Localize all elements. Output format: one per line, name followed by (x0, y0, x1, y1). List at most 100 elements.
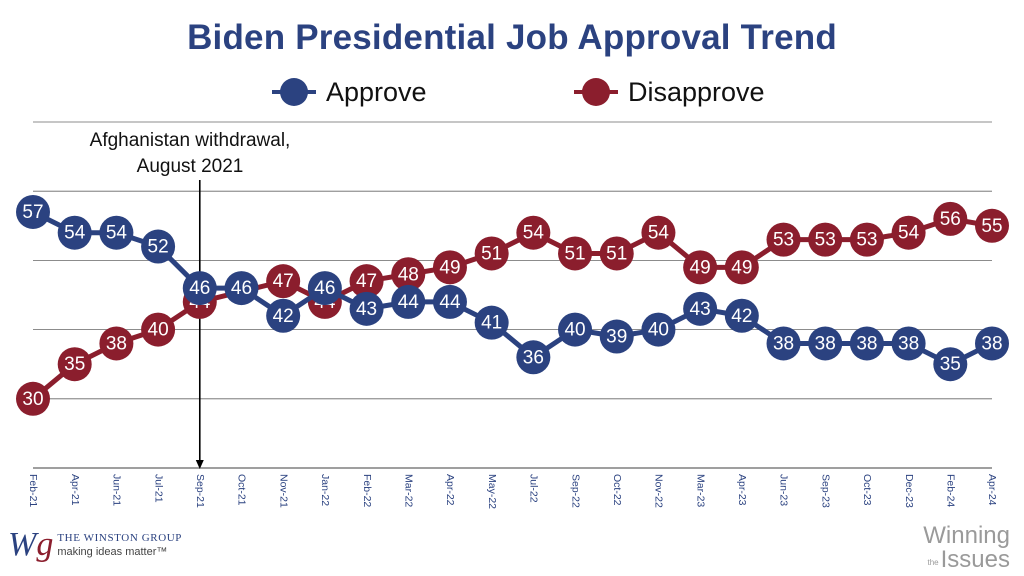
approve-data-label: 43 (690, 299, 711, 320)
x-tick-label: Apr-23 (736, 474, 748, 506)
logo-winning: Winning (923, 522, 1010, 549)
x-tick-label: Jul-22 (528, 474, 540, 503)
annotation-line-2: August 2021 (136, 156, 244, 177)
approve-data-label: 38 (773, 333, 794, 354)
disapprove-point (933, 201, 968, 236)
approve-data-label: 36 (523, 347, 544, 368)
approve-data-label: 38 (815, 333, 836, 354)
disapprove-data-label: 35 (64, 354, 85, 375)
approve-point (474, 305, 509, 340)
approve-data-label: 42 (273, 306, 294, 327)
x-tick-label: May-22 (486, 474, 498, 509)
approve-data-label: 38 (981, 333, 1002, 354)
disapprove-data-label: 53 (773, 230, 794, 251)
disapprove-data-label: 49 (690, 257, 711, 278)
approve-point (16, 194, 50, 229)
disapprove-data-label: 49 (731, 257, 752, 278)
x-tick-label: Jun-23 (778, 474, 790, 506)
approve-data-label: 54 (106, 223, 128, 244)
x-tick-label: Feb-22 (361, 474, 373, 507)
approve-point (224, 271, 259, 306)
disapprove-point (432, 250, 467, 285)
disapprove-point (891, 215, 926, 250)
approve-data-label: 46 (231, 278, 252, 299)
disapprove-point (57, 347, 92, 382)
approve-point (516, 340, 551, 375)
approve-data-label: 46 (189, 278, 210, 299)
legend-disapprove-label: Disapprove (628, 76, 765, 107)
disapprove-data-label: 51 (606, 243, 627, 264)
disapprove-point (683, 250, 718, 285)
disapprove-point (975, 208, 1009, 243)
disapprove-data-label: 48 (398, 264, 419, 285)
afghanistan-annotation: Afghanistan withdrawal, August 2021 (50, 128, 330, 180)
chart-title: Biden Presidential Job Approval Trend (187, 18, 837, 57)
x-tick-label: Apr-22 (444, 474, 456, 506)
approve-data-label: 43 (356, 299, 377, 320)
disapprove-data-label: 30 (22, 389, 43, 410)
disapprove-point (641, 215, 676, 250)
approve-point (599, 319, 634, 354)
x-tick-label: Apr-24 (986, 474, 998, 506)
approve-data-label: 46 (314, 278, 335, 299)
approve-point (349, 291, 384, 326)
approve-data-label: 40 (564, 320, 585, 341)
approve-data-label: 35 (940, 354, 961, 375)
approve-point (683, 291, 718, 326)
approve-point (99, 215, 134, 250)
x-tick-label: Mar-23 (694, 474, 706, 507)
disapprove-data-label: 47 (273, 271, 294, 292)
disapprove-point (599, 236, 634, 271)
winston-group-tagline: making ideas matter™ (57, 546, 168, 558)
legend-approve: Approve (272, 75, 427, 109)
winning-the-issues-logo: Winning theIssues (923, 524, 1010, 572)
disapprove-point (99, 326, 134, 361)
annotation-arrowhead (195, 460, 204, 469)
disapprove-point (141, 312, 176, 347)
approve-point (307, 271, 342, 306)
disapprove-point (349, 264, 384, 299)
approve-point (891, 326, 926, 361)
approve-data-label: 40 (648, 320, 669, 341)
disapprove-data-label: 38 (106, 333, 127, 354)
approve-point (558, 312, 593, 347)
approve-point (391, 284, 426, 319)
x-tick-label: Sep-22 (569, 474, 581, 508)
x-tick-label: Oct-23 (861, 474, 873, 506)
approve-data-label: 38 (898, 333, 919, 354)
disapprove-point (849, 222, 884, 257)
disapprove-point (558, 236, 593, 271)
x-tick-label: Jun-21 (111, 474, 123, 506)
disapprove-point (474, 236, 509, 271)
approve-point (57, 215, 92, 250)
disapprove-point (766, 222, 801, 257)
legend-disapprove-marker (574, 77, 618, 107)
legend-approve-marker (272, 77, 316, 107)
winston-group-mark: Wg (8, 526, 54, 563)
disapprove-data-label: 49 (439, 257, 460, 278)
x-tick-label: Feb-24 (945, 474, 957, 507)
approve-point (975, 326, 1009, 361)
approve-point (933, 347, 968, 382)
x-tick-label: Sep-23 (819, 474, 831, 508)
x-tick-label: Mar-22 (402, 474, 414, 507)
legend-disapprove: Disapprove (574, 75, 765, 109)
disapprove-data-label: 54 (648, 223, 670, 244)
approve-point (766, 326, 801, 361)
approve-point (266, 298, 301, 333)
approve-line (31, 209, 994, 367)
approve-data-label: 54 (64, 223, 86, 244)
approve-point (849, 326, 884, 361)
disapprove-point (724, 250, 759, 285)
disapprove-data-label: 51 (481, 243, 502, 264)
x-tick-label: Jul-21 (152, 474, 164, 503)
approve-data-label: 52 (148, 237, 169, 258)
disapprove-point (16, 381, 50, 416)
approve-data-label: 42 (731, 306, 752, 327)
x-tick-label: Jan-22 (319, 474, 331, 506)
disapprove-data-label: 47 (356, 271, 377, 292)
disapprove-point (516, 215, 551, 250)
disapprove-data-label: 40 (148, 320, 169, 341)
disapprove-line (31, 216, 993, 401)
